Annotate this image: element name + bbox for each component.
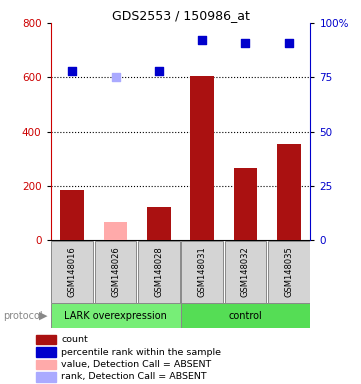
- FancyBboxPatch shape: [95, 241, 136, 303]
- FancyBboxPatch shape: [268, 241, 310, 303]
- Text: percentile rank within the sample: percentile rank within the sample: [61, 348, 221, 356]
- FancyBboxPatch shape: [51, 241, 93, 303]
- Text: count: count: [61, 335, 88, 344]
- Bar: [51, 303, 180, 328]
- Bar: [190, 76, 214, 240]
- Point: [199, 37, 205, 43]
- Bar: [180, 303, 310, 328]
- Bar: [104, 222, 127, 240]
- Text: GSM148016: GSM148016: [68, 246, 77, 297]
- Bar: [36, 348, 56, 357]
- Bar: [36, 372, 56, 382]
- Bar: [60, 190, 84, 240]
- Bar: [36, 360, 56, 369]
- Point: [286, 40, 292, 46]
- Text: GSM148032: GSM148032: [241, 246, 250, 297]
- Point: [69, 68, 75, 74]
- Text: GSM148028: GSM148028: [155, 246, 163, 297]
- Text: GSM148026: GSM148026: [111, 246, 120, 297]
- Bar: [147, 207, 171, 240]
- Text: value, Detection Call = ABSENT: value, Detection Call = ABSENT: [61, 360, 212, 369]
- Text: ▶: ▶: [39, 311, 48, 321]
- FancyBboxPatch shape: [138, 241, 180, 303]
- Text: protocol: protocol: [4, 311, 43, 321]
- Bar: [277, 144, 301, 240]
- Point: [156, 68, 162, 74]
- FancyBboxPatch shape: [225, 241, 266, 303]
- Title: GDS2553 / 150986_at: GDS2553 / 150986_at: [112, 9, 249, 22]
- Text: GSM148031: GSM148031: [198, 246, 206, 297]
- Text: LARK overexpression: LARK overexpression: [64, 311, 167, 321]
- Text: control: control: [229, 311, 262, 321]
- Point: [113, 74, 118, 80]
- Text: GSM148035: GSM148035: [284, 246, 293, 297]
- Text: rank, Detection Call = ABSENT: rank, Detection Call = ABSENT: [61, 372, 207, 381]
- Bar: [234, 168, 257, 240]
- FancyBboxPatch shape: [181, 241, 223, 303]
- Bar: [36, 335, 56, 344]
- Point: [243, 40, 248, 46]
